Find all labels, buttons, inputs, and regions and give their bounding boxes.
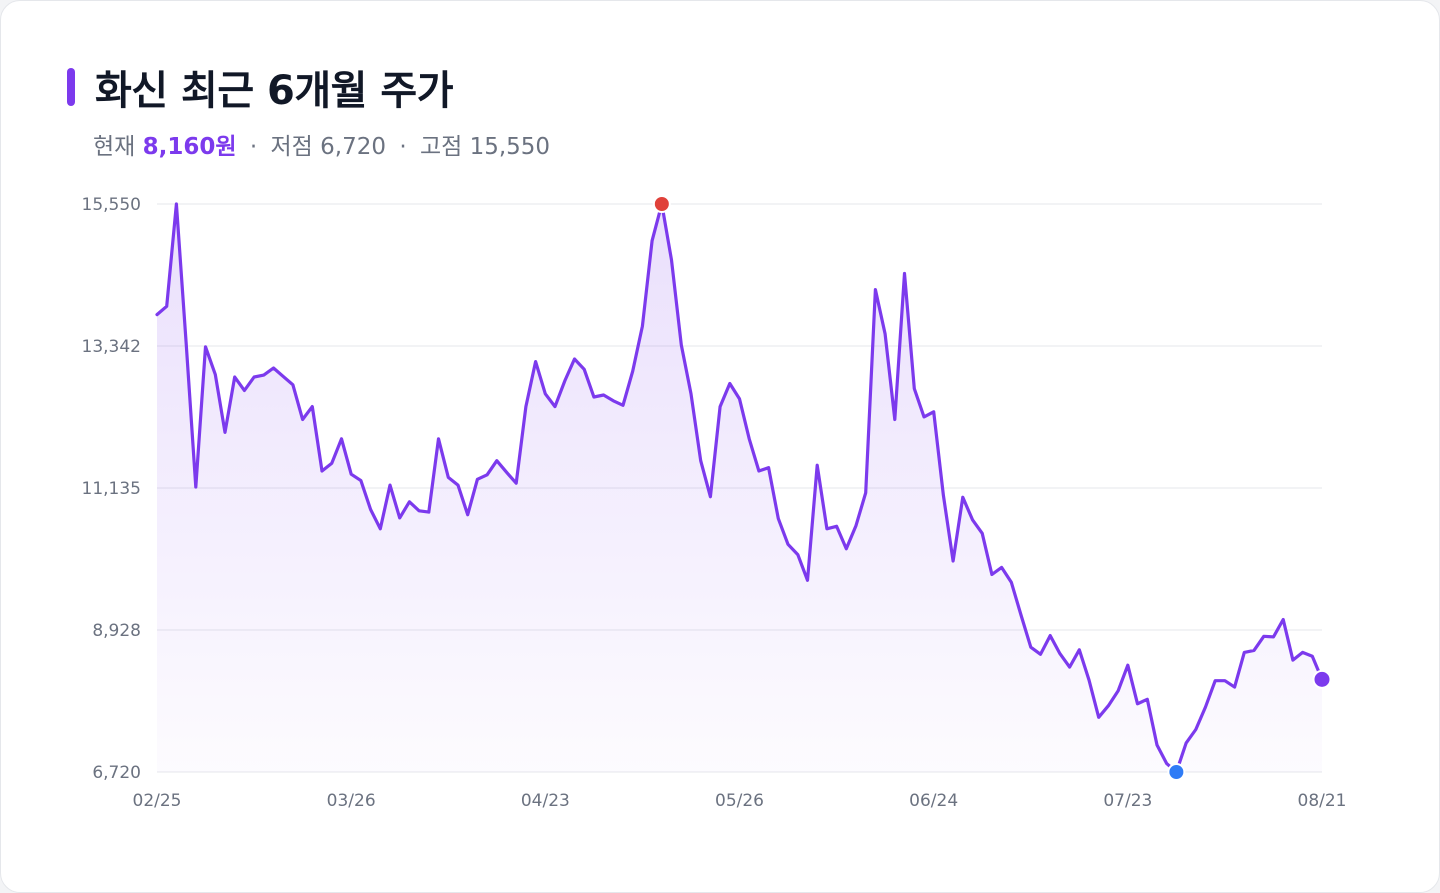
x-tick-label: 04/23 xyxy=(521,791,570,811)
high-label: 고점 xyxy=(419,134,463,160)
high-price: 15,550 xyxy=(469,134,551,160)
price-summary: 현재 8,160원 · 저점 6,720 · 고점 15,550 xyxy=(93,127,550,161)
separator: · xyxy=(249,134,258,160)
x-axis-ticks: 02/25 03/26 04/23 05/26 06/24 07/23 08/21 xyxy=(133,791,1347,811)
current-price: 8,160원 xyxy=(142,134,237,160)
y-tick-label: 11,135 xyxy=(82,479,141,499)
x-tick-label: 02/25 xyxy=(133,791,182,811)
separator: · xyxy=(399,134,407,160)
y-tick-label: 6,720 xyxy=(92,763,141,783)
low-label: 저점 xyxy=(270,134,313,160)
price-markers xyxy=(652,195,1332,781)
x-tick-label: 06/24 xyxy=(909,791,958,811)
high-point-marker xyxy=(652,195,671,213)
y-axis-ticks: 15,550 13,342 11,135 8,928 6,720 xyxy=(82,195,141,783)
title-row: 화신 최근 6개월 주가 xyxy=(67,63,454,114)
x-tick-label: 07/23 xyxy=(1103,791,1152,811)
low-price: 6,720 xyxy=(320,134,386,160)
price-area xyxy=(157,204,1322,772)
chart-title: 화신 최근 6개월 주가 xyxy=(95,68,454,114)
x-tick-label: 08/21 xyxy=(1298,791,1347,811)
title-accent-bar xyxy=(67,68,75,106)
x-tick-label: 05/26 xyxy=(715,791,764,811)
low-point-marker xyxy=(1167,763,1186,781)
x-tick-label: 03/26 xyxy=(327,791,376,811)
y-tick-label: 13,342 xyxy=(82,337,141,357)
current-label: 현재 xyxy=(93,134,136,160)
y-tick-label: 15,550 xyxy=(82,195,141,215)
price-line xyxy=(155,202,1324,774)
current-point-marker xyxy=(1312,669,1332,689)
y-tick-label: 8,928 xyxy=(92,621,141,641)
